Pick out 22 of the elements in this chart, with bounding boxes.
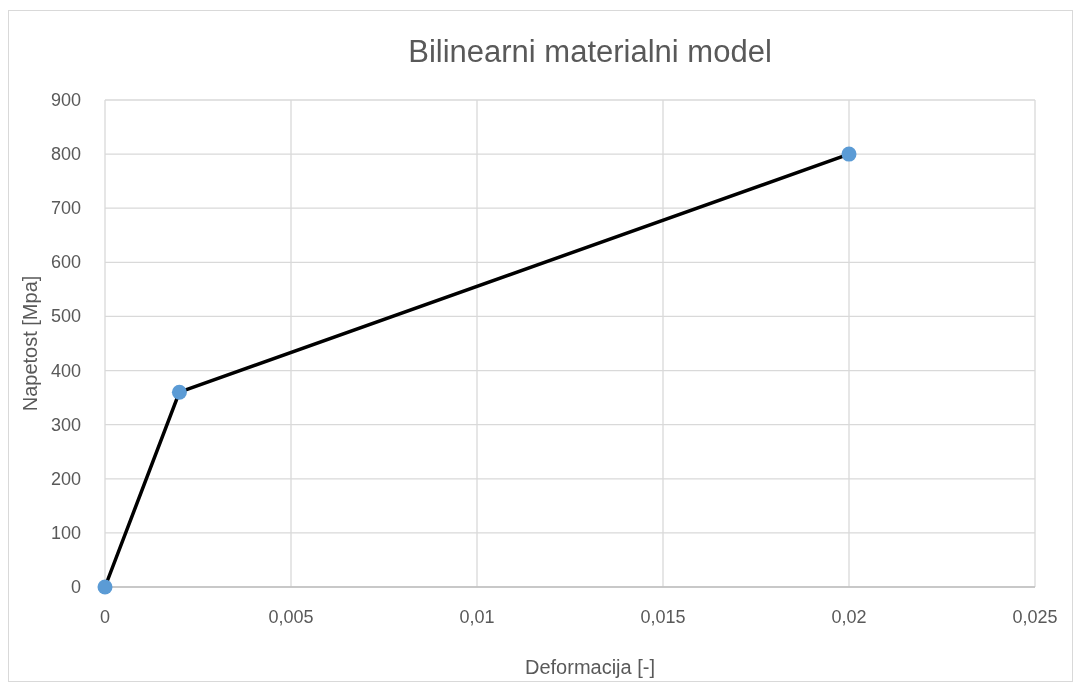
- y-tick-label: 800: [50, 144, 81, 165]
- chart-title: Bilinearni materialni model: [408, 34, 772, 69]
- point: [171, 384, 187, 400]
- x-tick-label: 0,015: [640, 607, 686, 627]
- y-tick-label: 500: [50, 306, 81, 327]
- y-tick-label: 0: [70, 577, 81, 597]
- point: [841, 146, 857, 162]
- y-tick-label: 400: [50, 360, 81, 381]
- y-tick-label: 700: [50, 198, 81, 219]
- x-tick-label: 0,01: [459, 607, 495, 627]
- x-tick-label: 0,025: [1012, 607, 1058, 627]
- y-tick-label: 900: [50, 90, 81, 110]
- y-tick-label: 200: [50, 468, 81, 489]
- x-tick-label: 0,02: [831, 607, 867, 627]
- x-tick-label: 0,005: [268, 607, 314, 627]
- x-tick-label: 0: [99, 607, 111, 627]
- y-tick-label: 600: [50, 252, 81, 273]
- y-axis-title: Napetost [Mpa]: [19, 275, 41, 412]
- y-tick-label: 300: [50, 414, 81, 435]
- x-axis-title: Deformacija [-]: [524, 656, 656, 678]
- point: [97, 579, 113, 595]
- y-tick-label: 100: [50, 522, 81, 543]
